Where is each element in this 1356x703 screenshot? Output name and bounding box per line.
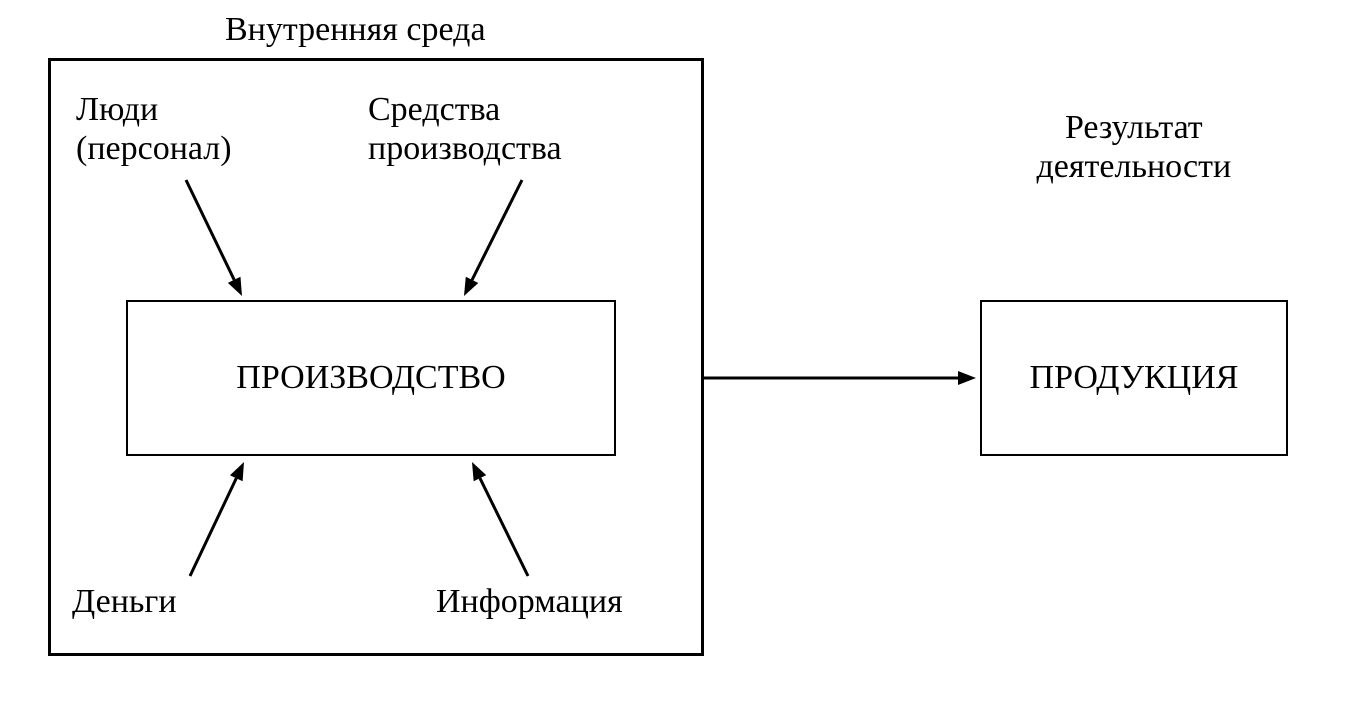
output-box-label: ПРОДУКЦИЯ [1030,359,1239,397]
production-box: ПРОИЗВОДСТВО [126,300,616,456]
diagram-canvas: Внутренняя среда ПРОИЗВОДСТВО ПРОДУКЦИЯ … [0,0,1356,703]
title-label: Внутренняя среда [225,10,486,49]
input-label-bottom-right: Информация [436,582,623,621]
production-box-label: ПРОИЗВОДСТВО [236,359,505,397]
input-label-bottom-left: Деньги [72,582,177,621]
result-label: Результат деятельности [1037,108,1232,186]
input-label-top-right: Средства производства [368,90,562,168]
input-label-top-left: Люди (персонал) [76,90,232,168]
output-box: ПРОДУКЦИЯ [980,300,1288,456]
